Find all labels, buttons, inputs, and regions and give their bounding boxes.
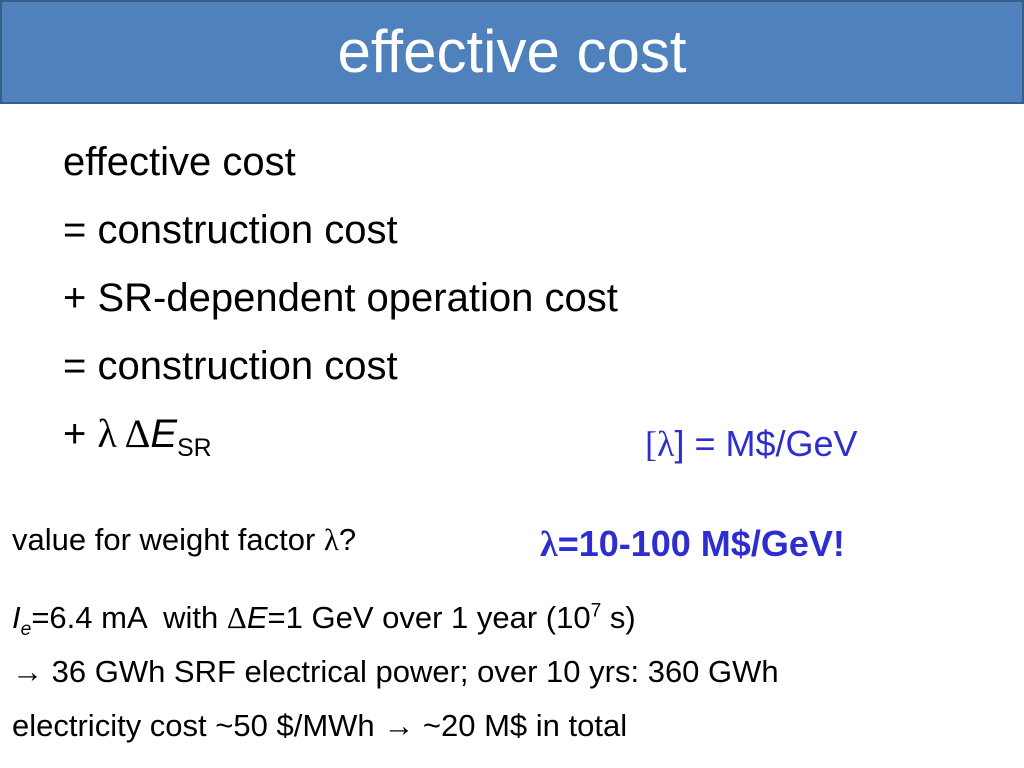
note-line: electricity cost ~50 $/MWh → ~20 M$ in t… xyxy=(12,708,628,743)
lambda: λ xyxy=(540,524,558,564)
delta: Δ xyxy=(226,600,247,635)
lambda: λ xyxy=(323,522,339,557)
equation-line: effective cost xyxy=(63,140,296,184)
subscript: SR xyxy=(177,435,212,462)
note-line: → 36 GWh SRF electrical power; over 10 y… xyxy=(12,654,779,689)
answer-text: =10-100 M$/GeV! xyxy=(557,523,845,564)
unit-note: [λ] = M$/GeV xyxy=(645,422,858,466)
note-line: Ie=6.4 mA with ΔE=1 GeV over 1 year (107… xyxy=(12,598,636,641)
question-mark: ? xyxy=(338,522,357,557)
equation-line: = construction cost xyxy=(63,344,398,388)
energy: E xyxy=(150,412,178,456)
note-text: =6.4 mA with xyxy=(31,600,227,635)
lambda: λ xyxy=(657,424,675,464)
unit-text: ] = M$/GeV xyxy=(674,423,858,464)
equation-line: + SR-dependent operation cost xyxy=(63,276,618,320)
current: I xyxy=(12,600,21,635)
answer: λ=10-100 M$/GeV! xyxy=(540,522,845,566)
plus: + xyxy=(63,412,98,456)
question-text: value for weight factor xyxy=(12,522,324,557)
note-text: s) xyxy=(601,600,636,635)
delta: Δ xyxy=(116,411,151,456)
note-text: =1 GeV over 1 year (10 xyxy=(267,600,591,635)
exponent: 7 xyxy=(590,600,602,622)
question: value for weight factor λ? xyxy=(12,520,356,560)
energy: E xyxy=(246,600,268,635)
bracket: [ xyxy=(645,424,657,464)
header-bar xyxy=(0,0,1024,104)
subscript: e xyxy=(20,619,32,641)
lambda: λ xyxy=(97,411,117,456)
equation-line: = construction cost xyxy=(63,208,398,252)
equation-line: + λ ΔESR xyxy=(63,410,212,461)
slide-title: effective cost xyxy=(337,18,687,85)
